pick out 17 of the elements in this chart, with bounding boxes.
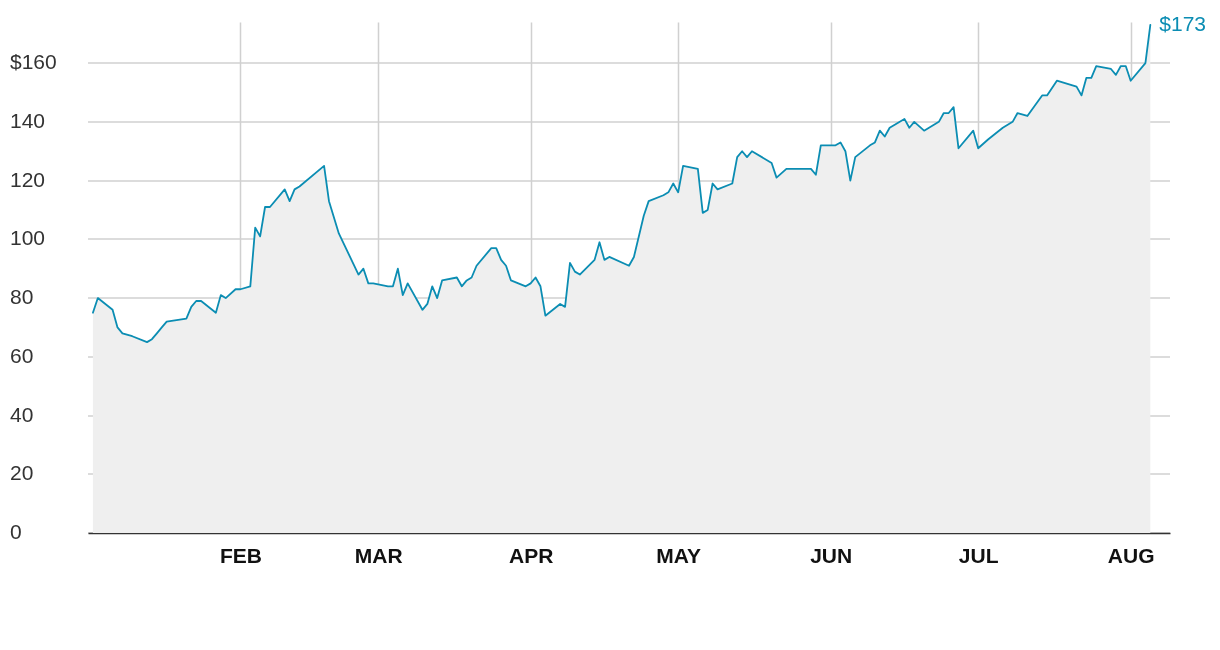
x-tick-label: MAR (354, 543, 403, 567)
y-tick-label: $160 (10, 50, 57, 74)
y-tick-label: 60 (10, 343, 34, 367)
y-tick-label: 0 (10, 520, 22, 543)
y-tick-label: 40 (10, 402, 34, 426)
y-tick-label: 100 (10, 226, 46, 250)
y-tick-label: 140 (10, 108, 46, 132)
x-tick-label: JUN (810, 543, 853, 567)
y-tick-label: 80 (10, 285, 34, 309)
y-tick-label: 120 (10, 167, 46, 191)
y-tick-label: 20 (10, 461, 34, 485)
x-tick-label: FEB (219, 543, 262, 567)
x-tick-label: JUL (958, 543, 999, 567)
annotation: $173 (1159, 11, 1207, 35)
x-tick-label: MAY (656, 543, 702, 567)
x-tick-label: AUG (1107, 543, 1155, 567)
x-tick-label: APR (508, 543, 554, 567)
